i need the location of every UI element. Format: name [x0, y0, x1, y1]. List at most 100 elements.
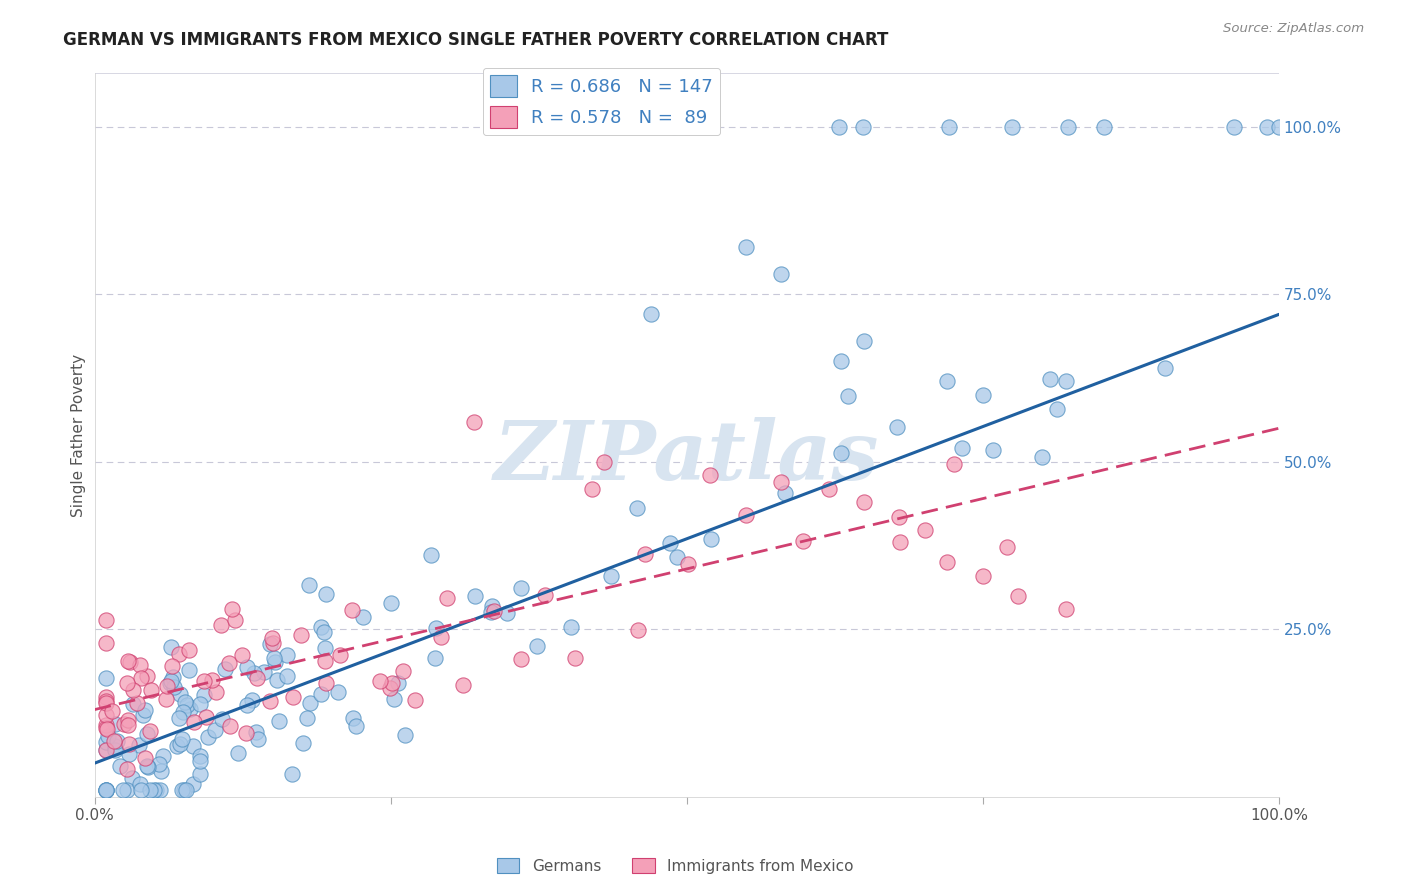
Point — [115, 675, 138, 690]
Point — [188, 754, 211, 768]
Point — [773, 486, 796, 500]
Point — [179, 663, 201, 677]
Point — [314, 654, 336, 668]
Point — [352, 609, 374, 624]
Point — [481, 599, 503, 613]
Point — [482, 604, 505, 618]
Text: Source: ZipAtlas.com: Source: ZipAtlas.com — [1223, 22, 1364, 36]
Point — [830, 354, 852, 368]
Point — [118, 655, 141, 669]
Point — [188, 697, 211, 711]
Point — [344, 719, 367, 733]
Point — [312, 625, 335, 640]
Point — [179, 702, 201, 716]
Point — [699, 468, 721, 483]
Point — [205, 685, 228, 699]
Point — [236, 698, 259, 712]
Point — [914, 523, 936, 537]
Point — [309, 687, 332, 701]
Point — [136, 727, 159, 741]
Point — [309, 620, 332, 634]
Point — [253, 665, 276, 679]
Point — [159, 640, 181, 654]
Point — [96, 783, 118, 797]
Point — [159, 673, 181, 688]
Point — [105, 733, 128, 747]
Point — [1046, 401, 1069, 416]
Point — [394, 728, 416, 742]
Point — [156, 679, 179, 693]
Point — [214, 661, 236, 675]
Point — [177, 642, 200, 657]
Point — [526, 639, 548, 653]
Point — [136, 669, 159, 683]
Point — [479, 605, 502, 619]
Point — [581, 482, 603, 496]
Point — [231, 648, 253, 662]
Point — [263, 651, 285, 665]
Point — [281, 690, 304, 704]
Point — [260, 631, 283, 645]
Point — [110, 758, 132, 772]
Point — [509, 651, 531, 665]
Point — [387, 676, 409, 690]
Point — [96, 722, 118, 736]
Point — [183, 776, 205, 790]
Point — [162, 670, 184, 684]
Point — [380, 596, 402, 610]
Point — [162, 680, 184, 694]
Point — [676, 557, 699, 571]
Point — [112, 716, 135, 731]
Point — [276, 648, 298, 662]
Point — [115, 783, 138, 797]
Point — [368, 674, 391, 689]
Point — [173, 783, 195, 797]
Point — [1054, 602, 1077, 616]
Point — [314, 641, 336, 656]
Point — [152, 748, 174, 763]
Point — [246, 671, 269, 685]
Point — [981, 442, 1004, 457]
Point — [700, 532, 723, 546]
Point — [118, 747, 141, 761]
Point — [96, 743, 118, 757]
Point — [111, 783, 134, 797]
Point — [887, 510, 910, 524]
Point — [290, 628, 312, 642]
Point — [453, 678, 475, 692]
Point — [172, 705, 194, 719]
Point — [224, 613, 246, 627]
Point — [464, 589, 486, 603]
Point — [160, 658, 183, 673]
Y-axis label: Single Father Poverty: Single Father Poverty — [72, 353, 86, 516]
Point — [1000, 120, 1022, 134]
Point — [125, 696, 148, 710]
Point — [340, 603, 363, 617]
Legend: Germans, Immigrants from Mexico: Germans, Immigrants from Mexico — [491, 852, 859, 880]
Point — [1031, 450, 1053, 465]
Point — [1092, 120, 1115, 134]
Point — [221, 602, 243, 616]
Point — [193, 673, 215, 688]
Point — [174, 696, 197, 710]
Point — [659, 536, 682, 550]
Point — [381, 676, 404, 690]
Point — [298, 696, 321, 710]
Point — [236, 660, 259, 674]
Point — [118, 737, 141, 751]
Point — [96, 708, 118, 723]
Point — [167, 647, 190, 661]
Legend: R = 0.686   N = 147, R = 0.578   N =  89: R = 0.686 N = 147, R = 0.578 N = 89 — [482, 68, 720, 136]
Point — [853, 495, 876, 509]
Point — [129, 658, 152, 673]
Point — [226, 746, 249, 760]
Point — [972, 388, 994, 402]
Point — [204, 723, 226, 738]
Point — [169, 687, 191, 701]
Point — [183, 715, 205, 730]
Point — [425, 651, 447, 665]
Point — [134, 703, 156, 717]
Point — [117, 654, 139, 668]
Point — [243, 665, 266, 680]
Point — [96, 783, 118, 797]
